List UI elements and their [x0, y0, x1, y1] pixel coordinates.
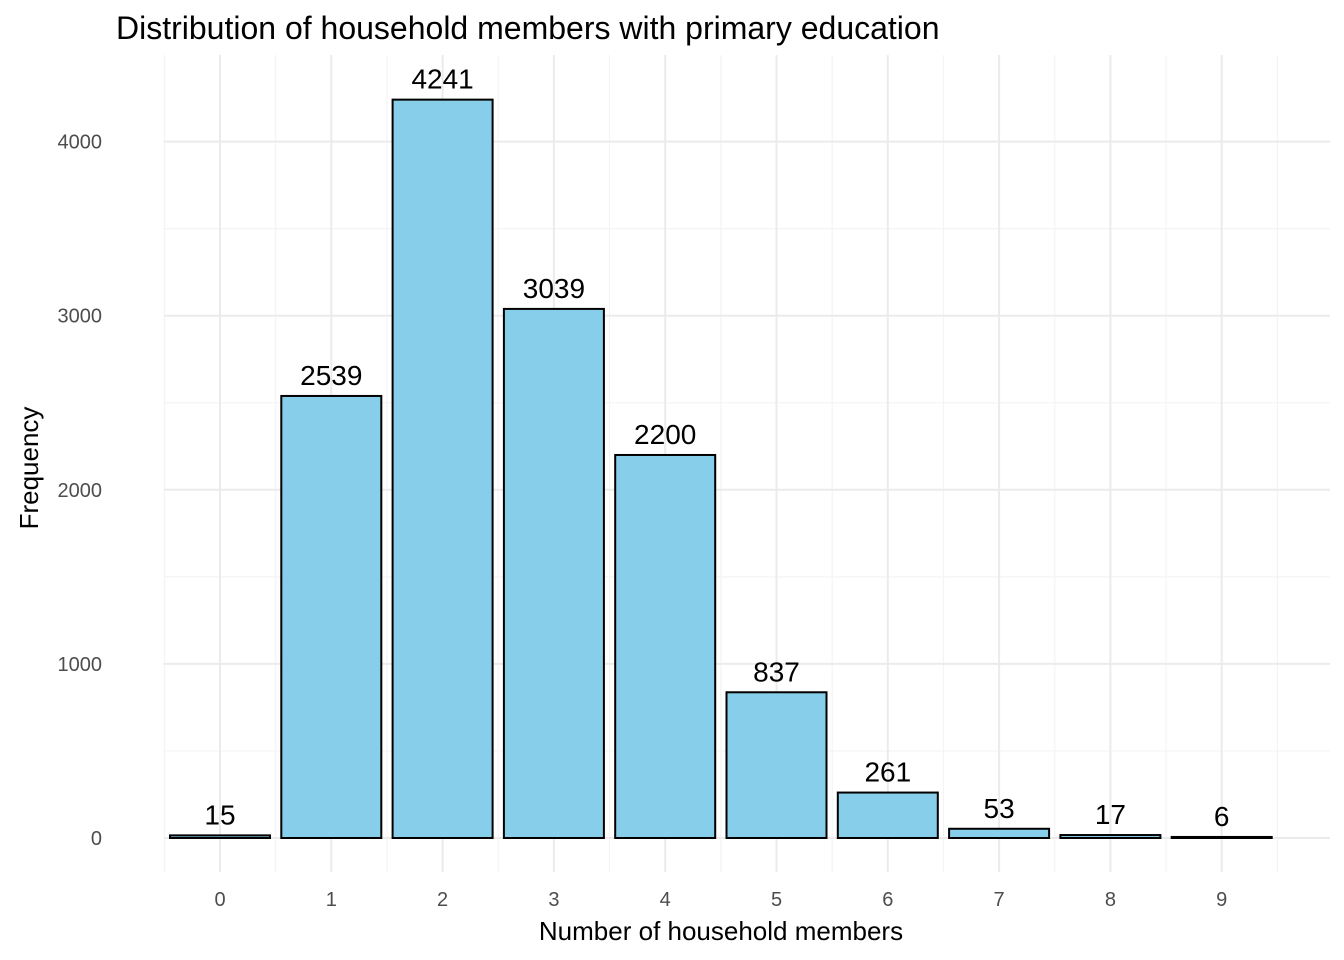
data-label: 4241: [411, 64, 473, 95]
x-tick-label: 7: [994, 889, 1005, 911]
bar: [948, 827, 1051, 840]
x-tick-label: 0: [214, 889, 225, 911]
data-labels: 15 2539 4241 3039 2200 837 261 53 17 6: [204, 64, 1229, 832]
x-tick-label: 2: [437, 889, 448, 911]
bar: [502, 307, 605, 839]
y-tick-label: 2000: [58, 480, 103, 502]
x-tick-label: 5: [771, 889, 782, 911]
y-tick-label: 3000: [58, 306, 103, 328]
chart-title: Distribution of household members with p…: [116, 10, 940, 46]
data-label: 6: [1214, 801, 1230, 832]
bar: [169, 834, 271, 839]
y-tick-label: 1000: [58, 654, 103, 676]
y-axis-ticks: 0 1000 2000 3000 4000: [58, 132, 103, 850]
x-tick-label: 6: [882, 889, 893, 911]
bar: [614, 453, 717, 839]
x-tick-label: 9: [1216, 889, 1227, 911]
data-label: 17: [1095, 799, 1126, 830]
data-label: 2200: [634, 419, 696, 450]
x-axis-ticks: 0 1 2 3 4 5 6 7 8 9: [214, 889, 1227, 911]
data-label: 837: [753, 656, 800, 687]
bar: [1170, 835, 1273, 839]
data-label: 3039: [523, 273, 585, 304]
bar: [391, 98, 494, 839]
x-tick-label: 4: [660, 889, 671, 911]
y-tick-label: 4000: [58, 132, 103, 154]
x-axis-title: Number of household members: [539, 916, 903, 946]
data-label: 2539: [300, 360, 362, 391]
x-tick-label: 8: [1105, 889, 1116, 911]
data-label: 15: [204, 799, 235, 830]
x-tick-label: 1: [326, 889, 337, 911]
bar: [836, 791, 939, 839]
y-tick-label: 0: [91, 828, 102, 850]
data-label: 261: [864, 757, 911, 788]
y-axis-title: Frequency: [14, 407, 44, 530]
bar: [725, 691, 828, 840]
data-label: 53: [984, 793, 1015, 824]
x-tick-label: 3: [548, 889, 559, 911]
bar: [280, 394, 383, 839]
bars: [169, 98, 1273, 840]
bar: [1059, 834, 1162, 839]
